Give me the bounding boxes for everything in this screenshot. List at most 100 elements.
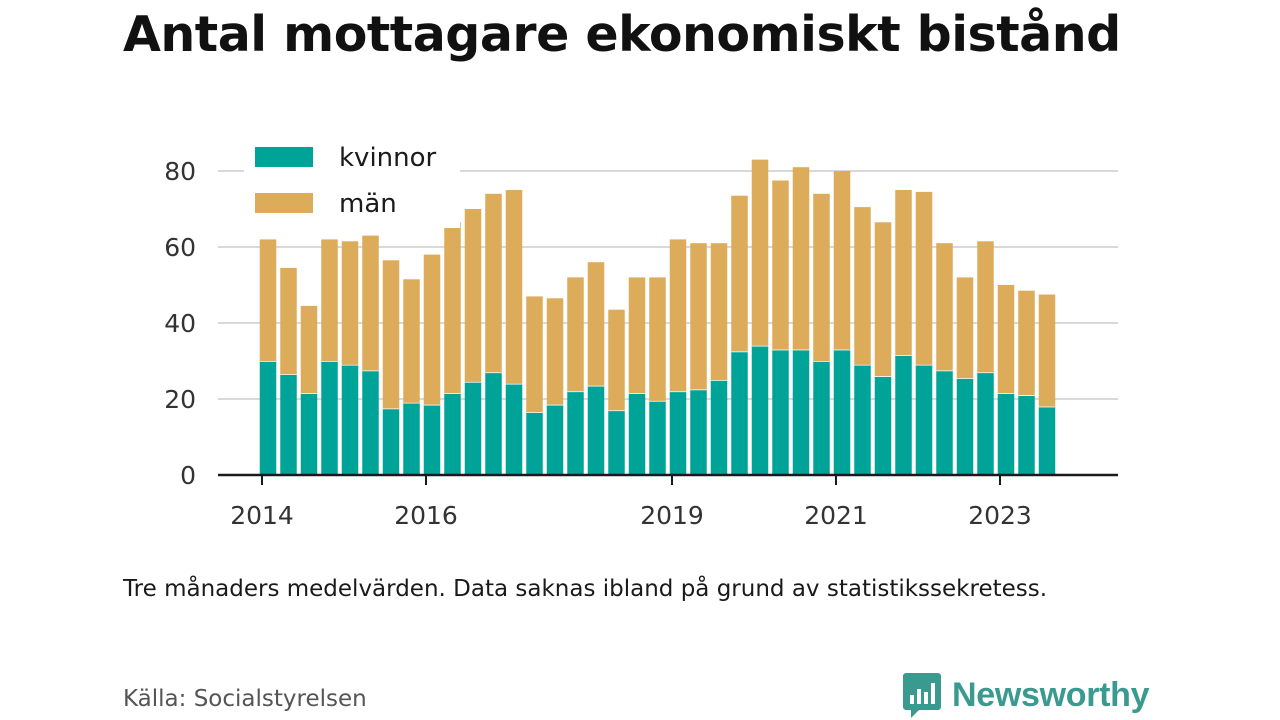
- bar-segment-kvinnor: [895, 355, 912, 475]
- x-tick-label: 2023: [968, 501, 1032, 530]
- bar-segment-man: [690, 243, 707, 390]
- bar-segment-man: [608, 309, 625, 411]
- bar-segment-kvinnor: [936, 370, 953, 475]
- bar-segment-man: [423, 254, 441, 405]
- y-axis-ticks: 0 20 40 60 80: [164, 157, 196, 490]
- bar-segment-man: [321, 239, 338, 361]
- stacked-bar-chart: 0 20 40 60 80 2014 2016 2019 2021 2023 kvinnor mä…: [164, 136, 1118, 530]
- bar-segment-kvinnor: [649, 400, 666, 475]
- bar-segment-man: [382, 260, 400, 409]
- bar-segment-man: [649, 277, 666, 401]
- bar-segment-man: [731, 195, 748, 352]
- brand-name: Newsworthy: [952, 675, 1150, 714]
- x-tick-label: 2016: [394, 501, 458, 530]
- y-tick-label: 40: [164, 309, 196, 338]
- bar-segment-kvinnor: [792, 349, 810, 475]
- bar-segment-man: [669, 239, 687, 392]
- bar-segment-man: [854, 207, 871, 365]
- bar-segment-kvinnor: [731, 351, 748, 475]
- bar-segment-kvinnor: [423, 404, 441, 475]
- bar-segment-kvinnor: [813, 361, 830, 475]
- bar-segment-man: [464, 209, 482, 382]
- bar-segment-kvinnor: [567, 391, 584, 475]
- legend-swatch: [255, 193, 313, 213]
- y-tick-label: 80: [164, 157, 196, 186]
- bar-segment-kvinnor: [382, 408, 400, 475]
- bar-segment-kvinnor: [669, 391, 687, 475]
- bar-segment-man: [628, 277, 646, 394]
- bar-segment-man: [403, 279, 420, 403]
- bar-segment-man: [977, 241, 994, 373]
- chart-title: Antal mottagare ekonomiskt bistånd: [123, 6, 1121, 63]
- bar-segment-man: [874, 222, 892, 377]
- x-tick-label: 2021: [804, 501, 868, 530]
- source-label: Källa: Socialstyrelsen: [123, 686, 367, 712]
- bar-segment-kvinnor: [300, 393, 318, 475]
- bar-segment-kvinnor: [956, 378, 974, 475]
- bar-segment-man: [997, 285, 1015, 394]
- bar-segment-man: [936, 243, 953, 371]
- bar-segment-man: [505, 190, 523, 384]
- bar-segment-man: [956, 277, 974, 379]
- bar-segment-kvinnor: [833, 349, 851, 475]
- bar-segment-man: [751, 159, 769, 346]
- legend-label: kvinnor: [339, 143, 437, 173]
- bar-segment-man: [1018, 290, 1035, 396]
- bar-segment-kvinnor: [464, 381, 482, 475]
- bar-segment-kvinnor: [1038, 406, 1056, 475]
- bar-segment-man: [485, 193, 502, 373]
- bar-segment-man: [833, 171, 851, 350]
- bar-segment-kvinnor: [997, 393, 1015, 475]
- bar-segment-man: [546, 298, 564, 405]
- bar-segment-man: [567, 277, 584, 392]
- legend-label: män: [339, 189, 397, 219]
- bar-segment-kvinnor: [362, 370, 379, 475]
- bar-segment-man: [915, 191, 933, 365]
- bar-segment-kvinnor: [915, 364, 933, 475]
- bar-segment-kvinnor: [526, 412, 543, 475]
- bars: [259, 159, 1056, 475]
- y-tick-label: 60: [164, 233, 196, 262]
- brand-logo: Newsworthy: [902, 670, 1150, 720]
- bar-segment-man: [341, 241, 359, 365]
- newsworthy-logo-icon: [903, 673, 941, 718]
- bar-segment-kvinnor: [546, 404, 564, 475]
- x-axis-ticks: 2014 2016 2019 2021 2023: [230, 475, 1032, 530]
- bar-segment-kvinnor: [280, 374, 297, 475]
- y-tick-label: 0: [180, 461, 196, 490]
- bar-segment-kvinnor: [321, 361, 338, 475]
- bar-segment-kvinnor: [485, 372, 502, 475]
- bar-segment-man: [792, 167, 810, 350]
- bar-segment-kvinnor: [874, 376, 892, 475]
- bar-segment-kvinnor: [341, 364, 359, 475]
- bar-segment-kvinnor: [690, 389, 707, 475]
- bar-segment-man: [444, 222, 461, 394]
- bar-segment-man: [772, 180, 789, 350]
- bar-segment-kvinnor: [444, 393, 461, 475]
- bar-segment-kvinnor: [259, 361, 277, 475]
- bar-segment-kvinnor: [403, 402, 420, 475]
- x-tick-label: 2019: [640, 501, 704, 530]
- bar-segment-man: [259, 239, 277, 361]
- bar-segment-man: [280, 267, 297, 375]
- bar-segment-man: [300, 305, 318, 394]
- bar-segment-man: [895, 190, 912, 356]
- bar-segment-kvinnor: [854, 364, 871, 475]
- legend-swatch: [255, 147, 313, 167]
- bar-segment-man: [710, 243, 728, 380]
- legend: kvinnor män: [244, 136, 460, 228]
- bar-segment-kvinnor: [710, 380, 728, 475]
- chart-note: Tre månaders medelvärden. Data saknas ib…: [123, 576, 1048, 602]
- bar-segment-man: [1038, 294, 1056, 407]
- bar-segment-kvinnor: [628, 393, 646, 475]
- bar-segment-man: [813, 193, 830, 361]
- bar-segment-kvinnor: [751, 345, 769, 475]
- bar-segment-man: [526, 296, 543, 413]
- bar-segment-man: [362, 235, 379, 371]
- bar-segment-kvinnor: [608, 410, 625, 475]
- bar-segment-kvinnor: [587, 385, 605, 475]
- bar-segment-kvinnor: [505, 383, 523, 475]
- bar-segment-kvinnor: [977, 372, 994, 475]
- y-tick-label: 20: [164, 385, 196, 414]
- bar-segment-kvinnor: [772, 349, 789, 475]
